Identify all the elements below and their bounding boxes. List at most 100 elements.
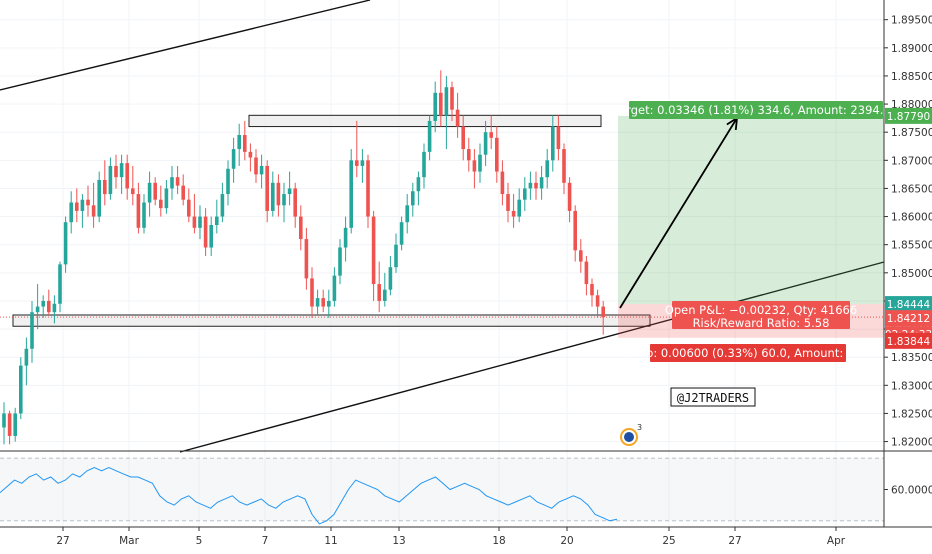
candle-body xyxy=(282,194,286,206)
candle-body xyxy=(198,216,202,228)
candle-body xyxy=(97,180,101,217)
price-tick-label: 1.89000 xyxy=(891,43,932,55)
candle-body xyxy=(551,126,555,161)
candle-body xyxy=(511,210,516,217)
indicator-tick-label: 60.0000 xyxy=(891,485,932,497)
candle-body xyxy=(399,222,404,245)
candle-body xyxy=(517,199,521,217)
price-tick-label: 1.89500 xyxy=(891,15,932,27)
upper-trendline[interactable] xyxy=(0,0,371,91)
candle-body xyxy=(299,216,303,240)
candle-body xyxy=(427,120,432,152)
time-tick-label: 11 xyxy=(324,535,337,547)
candle-body xyxy=(153,182,157,200)
time-tick-label: Apr xyxy=(827,535,846,547)
entry-price-marker: 1.84444 xyxy=(887,299,931,311)
candle-body xyxy=(69,202,73,223)
candle-body xyxy=(601,306,605,318)
candle-body xyxy=(7,413,12,436)
lower-trendline[interactable] xyxy=(179,261,885,453)
candle-body xyxy=(506,194,510,211)
candle-body xyxy=(545,160,549,178)
candle-body xyxy=(355,160,359,166)
candle-body xyxy=(293,188,297,217)
extras-layer: @J2TRADERS 3 xyxy=(620,387,756,446)
candle-body xyxy=(478,154,482,172)
target-zone[interactable] xyxy=(618,115,884,305)
candle-body xyxy=(187,199,191,217)
candle-body xyxy=(534,182,538,189)
price-axis[interactable]: 1.895001.890001.885001.880001.875001.870… xyxy=(883,0,932,527)
candle-body xyxy=(405,205,409,223)
time-tick-label: 5 xyxy=(196,535,203,547)
candle-body xyxy=(276,182,281,206)
candle-body xyxy=(461,126,465,150)
target-label[interactable]: Target: 0.03346 (1.81%) 334.6, Amount: 2… xyxy=(613,101,898,119)
candle-body xyxy=(237,135,241,150)
candle-body xyxy=(366,160,370,217)
candle-body xyxy=(254,157,258,175)
pnl-label[interactable]: Open P&L: −0.00232, Qty: 41666Risk/Rewar… xyxy=(665,301,857,330)
price-tick-label: 1.85500 xyxy=(891,240,932,252)
entry-price-marker-bg xyxy=(885,296,932,313)
candle-body xyxy=(377,284,381,301)
candle-body xyxy=(52,303,57,313)
candle-body xyxy=(315,298,320,307)
badge-count: 3 xyxy=(637,423,642,432)
stop-label[interactable]: Stop: 0.00600 (0.33%) 60.0, Amount: 750 xyxy=(627,344,869,362)
stop-label-text: Stop: 0.00600 (0.33%) 60.0, Amount: 750 xyxy=(627,346,869,360)
candle-body xyxy=(265,165,269,211)
time-axis[interactable]: 27 Mar 5 7 11 13 18 20 25 27 Apr xyxy=(56,527,846,547)
indicator-band-fill xyxy=(0,458,884,521)
indicator-panel xyxy=(0,450,932,528)
target-label-text: Target: 0.03346 (1.81%) 334.6, Amount: 2… xyxy=(613,103,898,117)
pnl-label-text: Open P&L: −0.00232, Qty: 41666 xyxy=(665,303,857,317)
position-tool-layer[interactable]: Target: 0.03346 (1.81%) 334.6, Amount: 2… xyxy=(613,101,898,362)
candle-body xyxy=(332,275,337,301)
candle-body xyxy=(595,295,600,307)
stop-label-bg xyxy=(650,344,846,362)
price-tick-label: 1.82000 xyxy=(891,437,932,449)
candle-body xyxy=(556,126,561,150)
price-tick-label: 1.85000 xyxy=(891,268,932,280)
candle-body xyxy=(528,182,533,189)
candle-body xyxy=(215,216,219,225)
candle-body xyxy=(338,247,342,276)
candle-body xyxy=(47,300,51,313)
candle-body xyxy=(75,202,79,211)
candle-body xyxy=(495,137,499,172)
candle-body xyxy=(91,205,96,217)
candle-body xyxy=(539,177,544,189)
candle-body xyxy=(147,182,152,203)
price-tick-label: 1.83500 xyxy=(891,352,932,364)
flag-dot xyxy=(624,432,634,442)
candles-layer xyxy=(2,70,605,445)
grid-layer xyxy=(0,0,884,527)
candle-body xyxy=(164,188,169,209)
candle-body xyxy=(562,149,566,183)
support-zone[interactable] xyxy=(12,314,651,327)
target-label-bg xyxy=(629,101,883,119)
time-tick-label: Mar xyxy=(119,535,139,547)
candle-body xyxy=(411,191,415,206)
resistance-zone[interactable] xyxy=(248,114,602,128)
event-flag-icon[interactable]: 3 xyxy=(620,423,642,446)
projection-arrow[interactable] xyxy=(619,117,738,309)
candle-body xyxy=(383,289,387,301)
indicator-line xyxy=(0,467,618,525)
candle-body xyxy=(433,92,437,121)
candle-body xyxy=(24,348,29,366)
candle-body xyxy=(271,182,275,211)
price-tick-label: 1.88500 xyxy=(891,71,932,83)
candle-body xyxy=(248,151,253,158)
candle-body xyxy=(472,160,477,172)
price-tick-label: 1.83000 xyxy=(891,380,932,392)
candle-body xyxy=(287,188,292,195)
candle-body xyxy=(170,177,174,189)
candle-body xyxy=(108,165,113,195)
candle-body xyxy=(226,168,230,195)
candle-body xyxy=(220,194,225,217)
price-tick-label: 1.87500 xyxy=(891,127,932,139)
candle-body xyxy=(136,194,141,228)
